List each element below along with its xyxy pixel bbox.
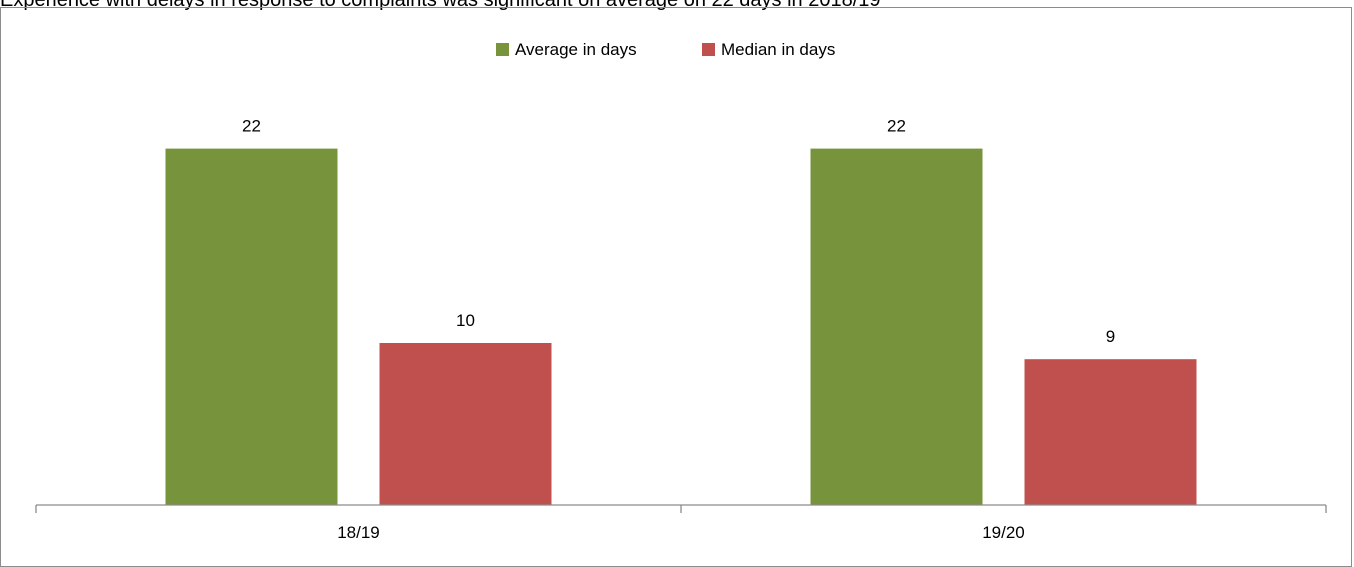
top-caption: Experience with delays in response to co…: [0, 0, 881, 11]
data-label-average-1: 22: [887, 117, 906, 136]
bar-average-0: [165, 148, 338, 505]
bar-median-0: [379, 343, 552, 505]
data-label-median-0: 10: [456, 311, 475, 330]
data-labels: 22 10 22 9: [242, 117, 1115, 347]
bar-average-1: [810, 148, 983, 505]
legend-label-median: Median in days: [721, 40, 835, 59]
bars: [165, 148, 1197, 505]
x-axis-tick-labels: 18/19 19/20: [337, 523, 1025, 542]
x-tick-label-0: 18/19: [337, 523, 380, 542]
bar-median-1: [1024, 359, 1197, 505]
data-label-average-0: 22: [242, 117, 261, 136]
legend-swatch-median: [702, 43, 715, 56]
legend-label-average: Average in days: [515, 40, 637, 59]
x-axis-ticks: [35, 505, 1327, 513]
x-tick-label-1: 19/20: [982, 523, 1025, 542]
data-label-median-1: 9: [1106, 327, 1115, 346]
legend: Average in days Median in days: [496, 40, 835, 59]
legend-swatch-average: [496, 43, 509, 56]
